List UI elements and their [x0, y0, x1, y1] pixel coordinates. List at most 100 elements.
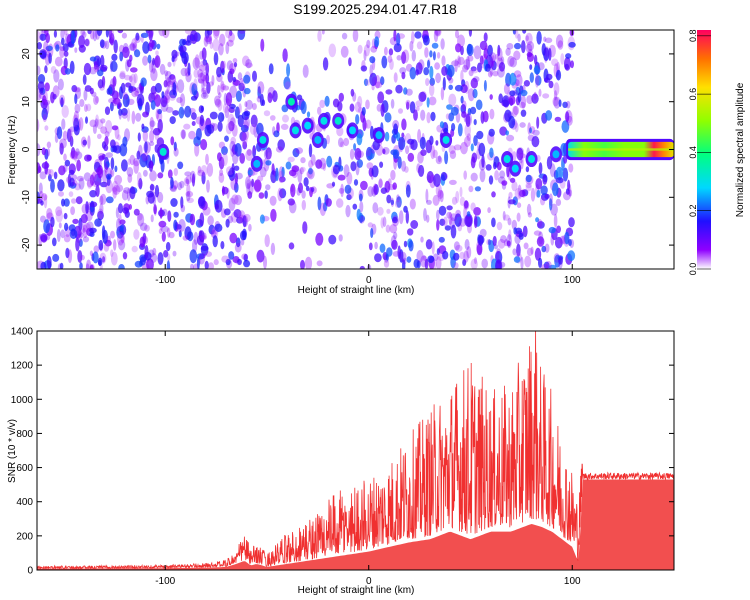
- spectrogram-speckle: [450, 106, 459, 116]
- spectrogram-speckle: [352, 30, 359, 42]
- spectrogram-speckle: [433, 30, 439, 42]
- spectrogram-speckle: [202, 74, 208, 87]
- spectrogram-speckle: [568, 217, 575, 228]
- spectrogram-speckle: [390, 169, 396, 181]
- spectrogram-speckle: [111, 53, 118, 62]
- spectrogram-speckle: [531, 93, 539, 104]
- spectrogram-speckle: [228, 251, 235, 260]
- spectrogram-speckle: [525, 182, 532, 189]
- spectrogram-speckle: [511, 219, 517, 230]
- spectrogram-speckle: [121, 159, 128, 172]
- spectrogram-speckle: [91, 172, 97, 180]
- spectrogram-speckle: [393, 156, 397, 170]
- spectrogram-speckle: [470, 143, 474, 152]
- spectrogram-speckle: [453, 262, 459, 269]
- spectrogram-speckle: [193, 69, 199, 78]
- spectrogram-speckle: [166, 260, 171, 269]
- spectrogram-speckle: [122, 94, 130, 108]
- spectrogram-speckle: [206, 81, 211, 94]
- spectrogram-speckle: [68, 169, 75, 176]
- spectrogram-speckle: [205, 34, 212, 45]
- spectrogram-speckle: [275, 146, 284, 153]
- spectrogram-speckle: [164, 71, 172, 83]
- spectrogram-speckle: [128, 204, 132, 210]
- spectrogram-speckle: [268, 63, 274, 75]
- spectrogram-speckle: [386, 208, 391, 214]
- spectrogram-speckle: [149, 116, 154, 131]
- spectrogram-speckle: [441, 55, 446, 66]
- spectrogram-speckle: [308, 167, 313, 175]
- spectrogram-speckle: [431, 42, 439, 49]
- spectrogram-speckle: [185, 40, 192, 46]
- spectrogram-speckle: [426, 171, 434, 184]
- spectrogram-speckle: [259, 214, 265, 224]
- spectrogram-speckle: [195, 128, 202, 141]
- spectrogram-speckle: [499, 126, 508, 136]
- spectrogram-speckle: [60, 30, 65, 40]
- spectrogram-speckle: [97, 210, 104, 221]
- spectrogram-speckle: [118, 203, 123, 214]
- spectrogram-speckle: [479, 168, 486, 183]
- spectrogram-speckle: [43, 219, 50, 234]
- spectrogram-speckle: [93, 64, 100, 73]
- spectrogram-speckle: [99, 195, 104, 205]
- spectrogram-speckle: [233, 209, 242, 218]
- spectrogram-speckle: [59, 46, 65, 59]
- spectrogram-speckle: [315, 159, 323, 169]
- spectrogram-speckle: [468, 69, 474, 77]
- spectrogram-speckle: [548, 80, 554, 89]
- spectrogram-speckle: [526, 95, 534, 105]
- spectrogram-speckle: [535, 178, 543, 190]
- spectrogram-speckle: [244, 110, 251, 117]
- spectrogram-speckle: [73, 86, 81, 93]
- spectrogram-speckle: [263, 255, 267, 269]
- spectrogram-speckle: [128, 43, 136, 51]
- spectrogram-speckle: [367, 148, 375, 160]
- spectrogram-speckle: [63, 198, 70, 207]
- spectrogram-speckle: [423, 208, 427, 222]
- spectrogram-speckle: [418, 91, 427, 102]
- spectrogram-speckle: [228, 32, 235, 43]
- spectrogram-hotspot: [259, 135, 267, 144]
- spectrogram-speckle: [259, 93, 264, 106]
- spectrogram-speckle: [353, 179, 359, 186]
- spectrogram-speckle: [69, 128, 73, 142]
- colorbar-tick-label: 0.8: [688, 30, 698, 43]
- spectrogram-speckle: [545, 261, 552, 269]
- spectrogram-speckle: [58, 165, 66, 176]
- spectrogram-speckle: [234, 106, 240, 119]
- spectrogram-speckle: [526, 247, 534, 257]
- spectrogram-speckle: [110, 251, 118, 266]
- spectrogram-speckle: [183, 123, 191, 130]
- spectrogram-speckle: [455, 244, 463, 252]
- spectrogram-speckle: [353, 143, 357, 151]
- spectrogram-speckle: [288, 200, 297, 214]
- spectrogram-speckle: [483, 80, 487, 92]
- spectrogram-speckle: [341, 32, 348, 40]
- spectrogram-speckle: [466, 43, 474, 57]
- spectrogram-speckle: [77, 250, 83, 263]
- spectrogram-speckle: [405, 145, 410, 155]
- spectrogram-speckle: [470, 68, 479, 74]
- spectrogram-speckle: [198, 64, 207, 72]
- spectrogram-speckle: [125, 82, 132, 88]
- spectrogram-speckle: [296, 94, 303, 101]
- spectrogram-speckle: [500, 235, 507, 244]
- spectrogram-speckle: [497, 238, 506, 249]
- spectrogram-speckle: [187, 62, 191, 76]
- spectrogram-speckle: [198, 78, 203, 84]
- spectrogram-speckle: [303, 177, 309, 187]
- spectrogram-speckle: [69, 229, 78, 239]
- spectrogram-speckle: [80, 30, 85, 37]
- y-tick-label: 10: [21, 96, 32, 108]
- spectrogram-speckle: [396, 32, 401, 46]
- spectrogram-speckle: [482, 110, 489, 123]
- spectrogram-speckle: [141, 123, 145, 130]
- spectrogram-speckle: [460, 95, 464, 104]
- spectrogram-speckle: [514, 122, 519, 133]
- spectrogram-speckle: [133, 157, 140, 167]
- spectrogram-speckle: [225, 218, 230, 228]
- spectrogram-speckle: [363, 78, 369, 87]
- spectrogram-speckle: [476, 130, 484, 140]
- spectrogram-speckle: [234, 242, 242, 253]
